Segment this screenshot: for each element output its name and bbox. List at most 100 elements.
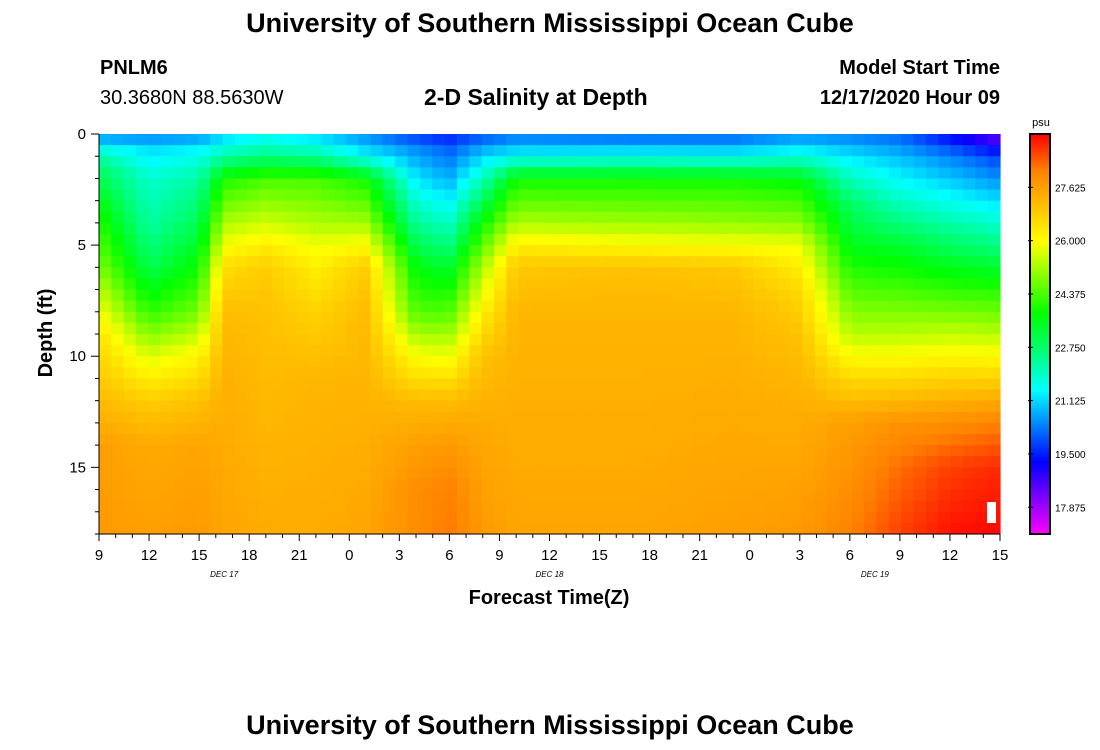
heatmap-cell [481,389,495,402]
heatmap-cell [271,267,285,280]
heatmap-cell [160,478,174,491]
heatmap-cell [123,389,137,402]
heatmap-cell [530,356,544,368]
heatmap-cell [469,522,483,535]
heatmap-cell [271,300,285,313]
heatmap-cell [234,434,248,446]
heatmap-cell [691,267,705,280]
heatmap-cell [777,145,791,157]
heatmap-cell [592,311,606,324]
heatmap-cell [642,434,656,446]
heatmap-cell [160,134,174,146]
heatmap-cell [111,378,125,391]
heatmap-cell [605,522,618,535]
heatmap-cell [605,211,618,224]
heatmap-cell [111,400,125,413]
heatmap-cell [543,478,557,491]
heatmap-cell [197,411,211,424]
heatmap-cell [950,511,964,524]
heatmap-cell [333,489,347,502]
heatmap-cell [530,222,544,235]
heatmap-cell [308,400,322,413]
heatmap-cell [395,500,409,513]
heatmap-cell [382,367,396,380]
heatmap-cell [222,422,236,435]
heatmap-cell [642,367,656,380]
heatmap-cell [938,478,952,491]
heatmap-cell [493,411,507,424]
heatmap-cell [555,211,569,224]
heatmap-cell [234,334,248,346]
heatmap-cell [962,422,976,435]
heatmap-cell [432,389,446,402]
heatmap-cell [987,322,1001,335]
heatmap-cell [716,189,730,202]
heatmap-cell [481,367,495,380]
heatmap-cell [975,522,989,535]
heatmap-cell [382,400,396,413]
heatmap-cell [345,189,359,202]
heatmap-cell [728,356,742,368]
heatmap-cell [222,500,236,513]
heatmap-cell [938,178,952,191]
heatmap-cell [407,167,421,180]
heatmap-cell [568,467,581,480]
heatmap-cell [605,222,618,235]
heatmap-cell [814,245,828,257]
heatmap-cell [308,234,322,246]
heatmap-cell [382,467,396,480]
heatmap-cell [148,211,162,224]
heatmap-cell [333,400,347,413]
heatmap-cell [370,289,384,302]
heatmap-cell [605,500,618,513]
heatmap-cell [592,467,606,480]
heatmap-cell [370,256,384,268]
heatmap-cell [888,467,902,480]
heatmap-cell [864,489,878,502]
heatmap-cell [234,445,248,457]
heatmap-cell [617,145,631,157]
heatmap-cell [950,156,964,168]
heatmap-cell [432,222,446,235]
heatmap-cell [173,167,186,180]
heatmap-cell [284,345,298,357]
heatmap-cell [345,500,359,513]
heatmap-cell [395,367,409,380]
heatmap-cell [679,211,693,224]
heatmap-cell [123,456,137,468]
heatmap-cell [753,389,767,402]
heatmap-cell [259,334,273,346]
heatmap-cell [753,167,767,180]
heatmap-cell [382,389,396,402]
heatmap-cell [925,222,939,235]
heatmap-cell [271,478,285,491]
heatmap-cell [839,389,853,402]
heatmap-cell [901,289,915,302]
heatmap-cell [321,156,335,168]
heatmap-cell [642,267,656,280]
heatmap-cell [247,322,261,335]
heatmap-cell [901,334,915,346]
heatmap-cell [543,400,557,413]
heatmap-cell [753,189,767,202]
heatmap-cell [679,267,693,280]
heatmap-cell [518,322,532,335]
heatmap-cell [345,278,359,291]
heatmap-cell [469,289,483,302]
heatmap-cell [691,311,705,324]
heatmap-cell [197,211,211,224]
heatmap-cell [296,422,310,435]
heatmap-cell [629,445,643,457]
heatmap-cell [395,456,409,468]
heatmap-cell [605,511,618,524]
heatmap-cell [864,467,878,480]
heatmap-cell [913,245,927,257]
heatmap-cell [160,367,174,380]
heatmap-cell [839,434,853,446]
heatmap-cell [543,489,557,502]
heatmap-cell [123,178,137,191]
heatmap-cell [185,200,199,213]
heatmap-cell [790,222,804,235]
heatmap-cell [345,389,359,402]
heatmap-cell [827,467,841,480]
